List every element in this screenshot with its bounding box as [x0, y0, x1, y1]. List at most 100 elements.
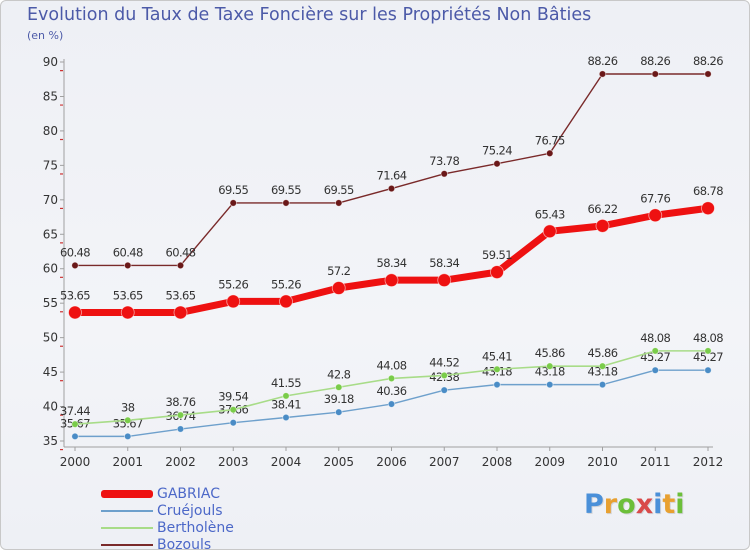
x-tick-label: 2009 [534, 455, 565, 469]
data-point [173, 305, 188, 320]
data-point [437, 273, 452, 288]
x-tick-label: 2010 [587, 455, 618, 469]
y-tick-label: 65 [43, 227, 58, 241]
data-label: 75.24 [482, 144, 512, 158]
data-point [440, 386, 448, 394]
legend-swatch [101, 543, 153, 546]
data-point [704, 347, 712, 355]
x-tick-label: 2002 [165, 455, 196, 469]
data-label: 88.26 [640, 54, 670, 68]
data-label: 45.86 [535, 346, 565, 360]
data-label: 41.55 [271, 376, 301, 390]
data-point [124, 432, 132, 441]
data-point [384, 273, 399, 288]
data-label: 59.51 [482, 248, 512, 262]
data-label: 88.26 [693, 54, 723, 68]
legend: GABRIAC Cruéjouls Bertholène Bozouls [101, 485, 234, 550]
data-point [71, 432, 79, 441]
legend-swatch [101, 509, 153, 512]
y-tick-label: 75 [43, 158, 58, 172]
chart-title: Evolution du Taux de Taxe Foncière sur l… [27, 5, 592, 25]
data-point [229, 406, 237, 414]
y-tick-label: 90 [43, 55, 58, 69]
logo-letter: o [617, 489, 636, 520]
legend-item: Cruéjouls [101, 502, 234, 519]
data-label: 55.26 [218, 277, 248, 291]
data-label: 58.34 [377, 256, 407, 270]
data-point [176, 411, 185, 419]
data-point [546, 362, 554, 370]
data-label: 53.65 [60, 288, 90, 302]
data-label: 65.43 [535, 207, 565, 221]
data-point [124, 416, 132, 425]
data-point [335, 408, 343, 416]
data-point [595, 218, 610, 233]
x-tick-label: 2001 [112, 455, 143, 469]
y-tick-label: 85 [43, 89, 58, 103]
y-tick-label: 55 [43, 296, 58, 310]
data-point [651, 70, 659, 78]
data-point [335, 383, 343, 391]
data-label: 60.48 [113, 245, 143, 259]
data-point [335, 199, 343, 207]
data-point [493, 160, 501, 168]
logo-letter: i [653, 489, 663, 520]
data-point [704, 70, 712, 78]
data-point [546, 149, 554, 158]
data-label: 44.52 [429, 355, 459, 369]
y-tick-label: 80 [43, 124, 58, 138]
data-label: 57.2 [327, 264, 350, 278]
data-point [651, 347, 659, 355]
data-label: 60.48 [166, 245, 196, 259]
data-label: 69.55 [324, 183, 354, 197]
data-point [279, 294, 293, 309]
data-point [387, 400, 396, 408]
data-label: 73.78 [429, 154, 459, 168]
data-label: 48.08 [640, 331, 670, 345]
data-label: 38 [121, 400, 135, 414]
y-tick-label: 35 [43, 434, 58, 448]
data-point [440, 170, 448, 178]
x-tick-label: 2004 [271, 455, 302, 469]
data-point [331, 281, 346, 295]
data-label: 67.76 [640, 191, 670, 205]
data-label: 66.22 [588, 202, 618, 216]
data-point [651, 366, 659, 374]
data-point [598, 362, 607, 370]
data-point [282, 392, 290, 400]
legend-swatch [101, 489, 153, 498]
data-point [493, 365, 501, 373]
x-tick-label: 2012 [693, 455, 724, 469]
legend-item: Bozouls [101, 536, 234, 550]
proxiti-logo: Proxiti [584, 489, 685, 520]
data-point [440, 371, 448, 380]
y-tick-label: 40 [43, 400, 58, 414]
data-label: 45.41 [482, 349, 512, 363]
data-label: 43.18 [535, 365, 565, 379]
data-point [176, 425, 185, 433]
data-label: 68.78 [693, 184, 723, 198]
y-tick-label: 45 [43, 365, 58, 379]
y-tick-label: 70 [43, 193, 58, 207]
y-tick-label: 60 [43, 262, 58, 276]
data-point [124, 261, 132, 270]
data-point [71, 261, 79, 270]
logo-letter: t [662, 489, 676, 520]
legend-label: Bertholène [157, 519, 234, 536]
data-point [387, 184, 396, 193]
legend-label: Bozouls [157, 536, 212, 550]
x-tick-label: 2006 [376, 455, 407, 469]
data-label: 55.26 [271, 277, 301, 291]
data-label: 39.54 [218, 390, 248, 404]
x-tick-label: 2000 [60, 455, 91, 469]
x-tick-label: 2003 [218, 455, 249, 469]
data-label: 43.18 [588, 365, 618, 379]
data-point [282, 413, 290, 422]
data-point [120, 305, 135, 320]
legend-label: Cruéjouls [157, 502, 223, 519]
data-point [648, 208, 663, 223]
data-point [542, 224, 557, 239]
data-label: 44.08 [377, 358, 407, 372]
data-point [598, 70, 607, 78]
